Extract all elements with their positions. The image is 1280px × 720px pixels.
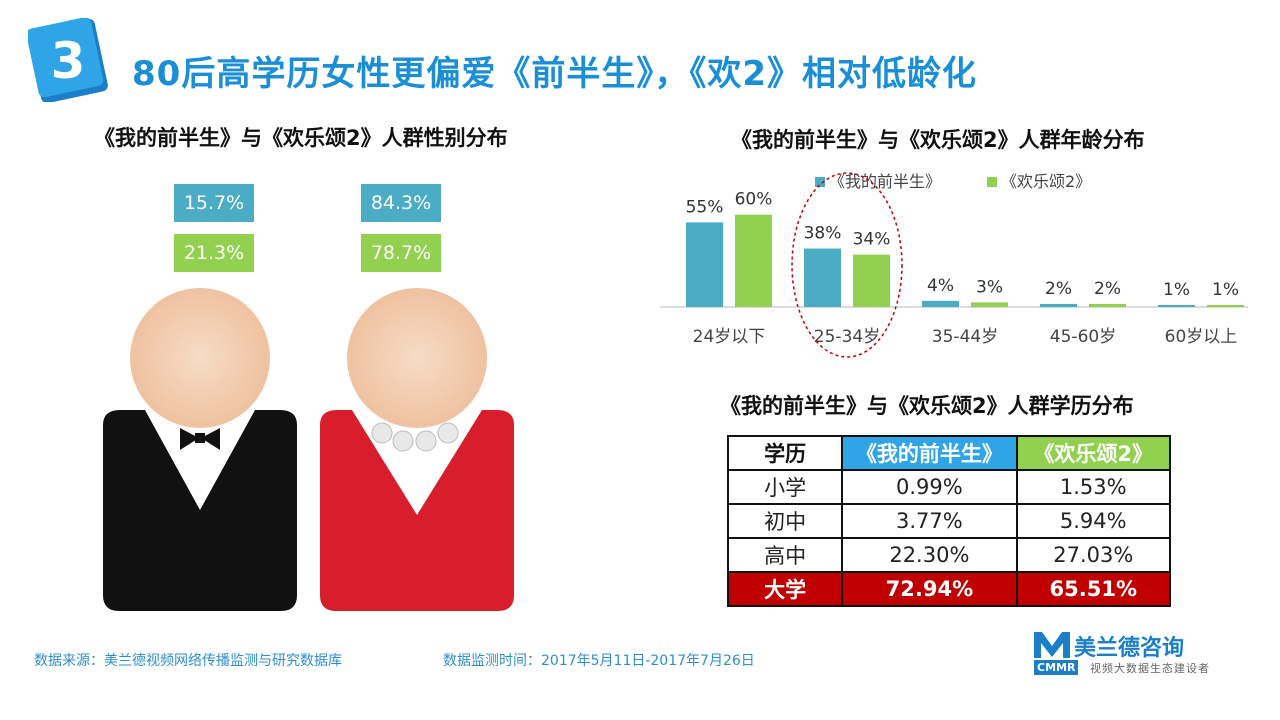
x-tick-label: 45-60岁 (1050, 327, 1116, 347)
bar (1158, 305, 1195, 307)
row-series2: 27.03% (1015, 537, 1172, 573)
logo-tagline: 视频大数据生态建设者 (1090, 662, 1210, 675)
data-source-note: 数据来源：美兰德视频网络传播监测与研究数据库 (34, 653, 342, 669)
table-header-row: 学历 《我的前半生》 《欢乐颂2》 (726, 435, 1172, 471)
data-label: 60% (735, 190, 773, 210)
education-table: 学历 《我的前半生》 《欢乐颂2》 小学 0.99% 1.53% 初中 3.77… (726, 435, 1172, 607)
badge-number: 3 (51, 32, 86, 90)
row-label: 小学 (726, 469, 844, 505)
legend-swatch (987, 177, 997, 187)
bar (1207, 305, 1244, 307)
data-label: 3% (976, 277, 1003, 297)
section-number-badge: 3 (28, 18, 108, 102)
logo-name: 美兰德咨询 (1074, 636, 1185, 661)
header-series2: 《欢乐颂2》 (1015, 435, 1172, 471)
row-series1: 72.94% (841, 571, 1018, 607)
header-education: 学历 (726, 435, 844, 471)
gender-chart-title: 《我的前半生》与《欢乐颂2》人群性别分布 (94, 126, 508, 150)
bar (922, 300, 959, 307)
bar (735, 214, 772, 307)
age-bar-chart: 《我的前半生》 《欢乐颂2》 55% 60% 24岁以下 38% 34% 25-34岁 4% 3%… (660, 172, 1248, 358)
data-label: 55% (686, 197, 724, 217)
data-label: 4% (927, 276, 954, 296)
bar (686, 222, 723, 307)
row-series2: 5.94% (1015, 503, 1172, 539)
table-row: 初中 3.77% 5.94% (726, 503, 1172, 539)
data-label: 34% (853, 230, 891, 250)
male-figure-icon (103, 288, 297, 611)
data-label: 2% (1094, 279, 1121, 299)
bar (1040, 303, 1077, 307)
table-row: 高中 22.30% 27.03% (726, 537, 1172, 573)
row-series2: 65.51% (1015, 571, 1172, 607)
row-label: 大学 (726, 571, 844, 607)
female-series2-value: 78.7% (361, 234, 441, 272)
row-label: 初中 (726, 503, 844, 539)
legend-label: 《欢乐颂2》 (1001, 172, 1091, 191)
education-table-title: 《我的前半生》与《欢乐颂2》人群学历分布 (720, 394, 1134, 418)
age-chart-title: 《我的前半生》与《欢乐颂2》人群年龄分布 (731, 128, 1145, 152)
monitoring-period-note: 数据监测时间：2017年5月11日-2017年7月26日 (443, 653, 755, 669)
x-tick-label: 35-44岁 (932, 327, 998, 347)
male-series2-value: 21.3% (174, 234, 254, 272)
data-label: 2% (1045, 279, 1072, 299)
x-tick-label: 60岁以上 (1165, 327, 1238, 347)
female-series1-value: 84.3% (361, 184, 441, 222)
logo-m-icon (1034, 632, 1070, 658)
data-label: 38% (804, 224, 842, 244)
legend-label: 《我的前半生》 (829, 172, 941, 191)
bar (853, 254, 890, 307)
page-title: 80后高学历女性更偏爱《前半生》，《欢2》相对低龄化 (132, 54, 977, 94)
row-series1: 22.30% (841, 537, 1018, 573)
row-series1: 0.99% (841, 469, 1018, 505)
row-label: 高中 (726, 537, 844, 573)
bar (804, 248, 841, 307)
female-figure-icon (320, 288, 514, 611)
table-row-highlighted: 大学 72.94% 65.51% (726, 571, 1172, 607)
bar (971, 302, 1008, 307)
table-row: 小学 0.99% 1.53% (726, 469, 1172, 505)
data-label: 1% (1163, 280, 1190, 300)
highlight-ellipse (791, 172, 903, 358)
logo-abbr: CMMR (1034, 660, 1079, 675)
data-label: 1% (1212, 280, 1239, 300)
row-series1: 3.77% (841, 503, 1018, 539)
row-series2: 1.53% (1015, 469, 1172, 505)
x-tick-label: 24岁以下 (693, 327, 766, 347)
header-series1: 《我的前半生》 (841, 435, 1018, 471)
legend-swatch (815, 177, 825, 187)
male-series1-value: 15.7% (174, 184, 254, 222)
x-tick-label: 25-34岁 (814, 327, 880, 347)
bar (1089, 303, 1126, 307)
